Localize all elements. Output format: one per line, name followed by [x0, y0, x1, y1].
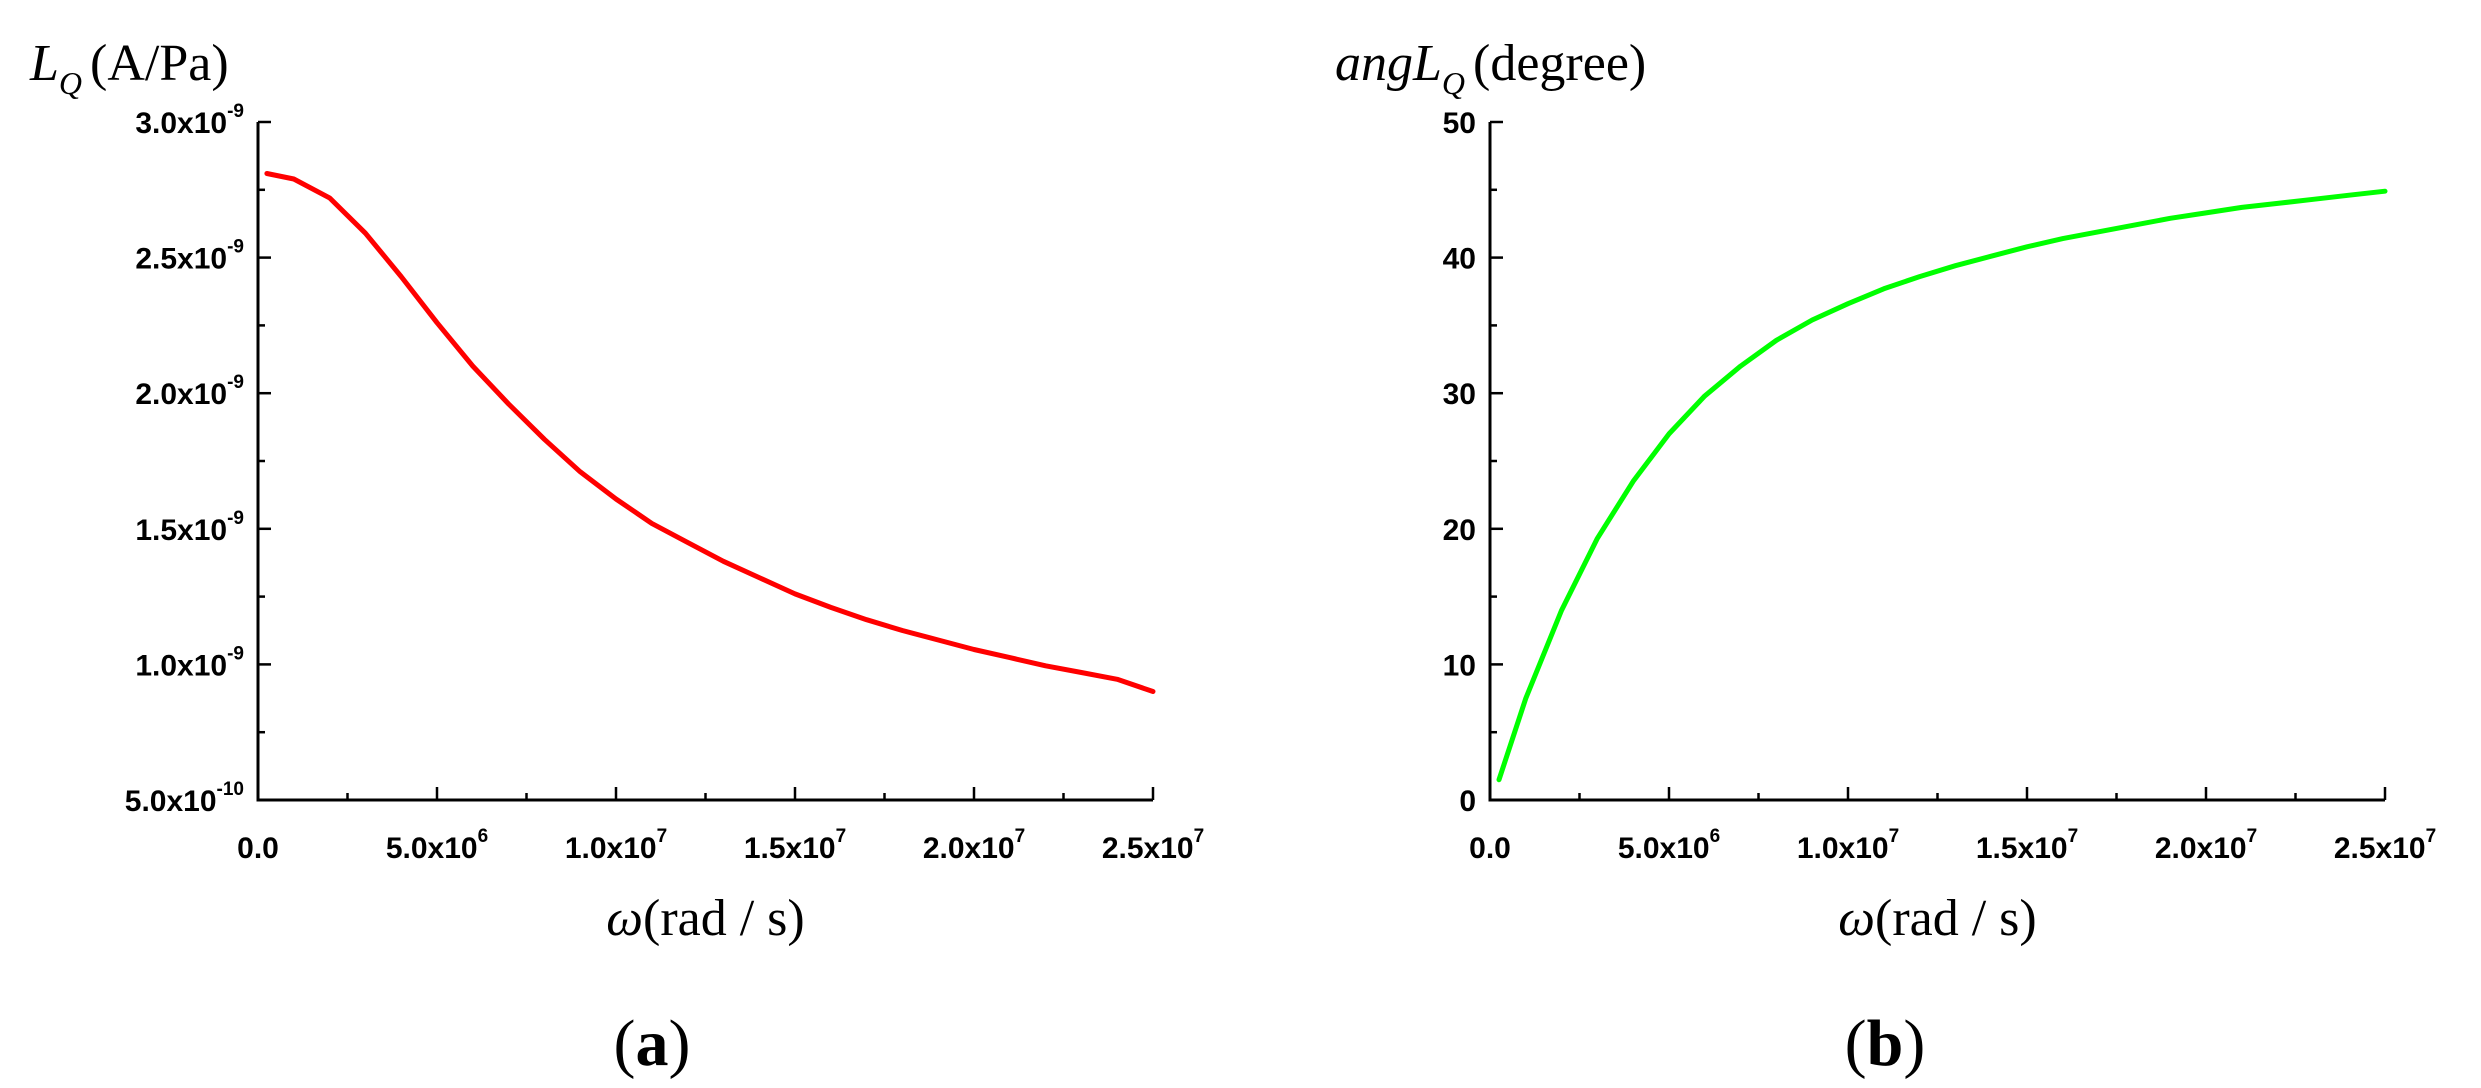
x-tick-label: 1.5x107 — [1976, 826, 2078, 865]
y-tick-label: 1.0x10-9 — [135, 643, 244, 682]
x-tick-label: 0.0 — [1469, 832, 1511, 865]
panel-label-b: (b) — [1845, 1007, 1926, 1080]
axes-frame — [1488, 122, 2385, 802]
x-tick-label: 2.5x107 — [1102, 826, 1204, 865]
y-tick-label: 50 — [1443, 107, 1476, 140]
series-line-0 — [264, 171, 1156, 694]
y-tick-label: 5.0x10-10 — [125, 779, 244, 818]
y-axis-title: LQ (A/Pa) — [29, 35, 229, 101]
y-tick-label: 1.5x10-9 — [135, 508, 244, 547]
x-tick-label: 1.0x107 — [1797, 826, 1899, 865]
x-tick-label: 1.0x107 — [565, 826, 667, 865]
axes-frame — [256, 122, 1153, 802]
x-tick-label: 2.0x107 — [923, 826, 1025, 865]
x-tick-label: 1.5x107 — [744, 826, 846, 865]
y-tick-label: 10 — [1443, 649, 1476, 682]
y-tick-label: 20 — [1443, 514, 1476, 547]
y-tick-label: 2.5x10-9 — [135, 237, 244, 276]
y-tick-label: 30 — [1443, 378, 1476, 411]
panel-label-a: (a) — [614, 1007, 691, 1080]
y-tick-label: 2.0x10-9 — [135, 372, 244, 411]
x-tick-label: 5.0x106 — [386, 826, 488, 865]
y-tick-label: 0 — [1459, 785, 1476, 818]
x-axis-title: ω(rad / s) — [606, 890, 804, 947]
series-line-0 — [1496, 188, 2388, 783]
chart-panel-a: 0.0 5.0x106 1.0x107 1.5x107 2.0x107 2.5x107 5.… — [29, 35, 1204, 1080]
x-tick-label: 2.0x107 — [2155, 826, 2257, 865]
chart-panel-b: 0.0 5.0x106 1.0x107 1.5x107 2.0x107 2.5x107 0 1… — [1335, 35, 2436, 1080]
x-axis-title: ω(rad / s) — [1838, 890, 2036, 947]
x-tick-label: 5.0x106 — [1618, 826, 1720, 865]
x-tick-label: 0.0 — [237, 832, 279, 865]
y-axis-title: angLQ (degree) — [1335, 35, 1646, 101]
y-tick-label: 3.0x10-9 — [135, 101, 244, 140]
x-tick-label: 2.5x107 — [2334, 826, 2436, 865]
y-tick-label: 40 — [1443, 243, 1476, 276]
